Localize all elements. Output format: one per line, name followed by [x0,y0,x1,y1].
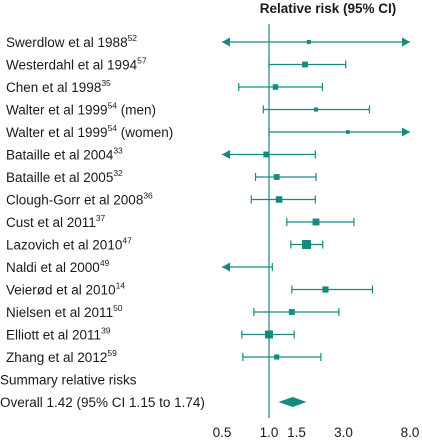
study-label: Clough-Gorr et al 200836 [6,191,153,208]
point-estimate [322,286,329,293]
x-tick-label: 1.5 [287,425,306,440]
study-label: Lazovich et al 201047 [6,236,132,253]
study-label: Westerdahl et al 199457 [6,56,147,73]
study-name: Swerdlow et al 1988 [6,35,128,50]
study-name: Walter et al 1999 [6,125,108,140]
point-estimate [274,354,280,360]
ci-arrow-right [402,127,410,137]
x-axis: 0.5 1.0 1.5 3.0 8.0 [213,425,420,440]
study-reference: 54 [108,101,118,111]
study-reference: 36 [143,191,153,201]
point-estimate [313,107,319,112]
x-tick-label: 1.0 [260,425,279,440]
study-label: Zhang et al 201259 [6,348,117,365]
study-name: Bataille et al 2005 [6,170,113,185]
study-reference: 52 [128,33,138,43]
study-name: Nielsen et al 2011 [6,305,113,320]
study-label: Bataille et al 200433 [6,146,123,163]
point-estimate [265,330,273,339]
study-name: Lazovich et al 2010 [6,238,122,253]
ci-arrow-left [222,37,230,47]
point-estimate [345,130,350,134]
study-label: Walter et al 199954 (women) [6,123,173,140]
study-label: Cust et al 201137 [6,213,106,230]
study-label: Elliott et al 201139 [6,326,111,343]
study-label: Chen et al 199835 [6,78,111,95]
study-name: Zhang et al 2012 [6,350,107,365]
x-tick-label: 3.0 [334,425,353,440]
point-estimate [272,84,279,90]
summary-heading: Summary relative risks [0,373,137,388]
study-name: Cust et al 2011 [6,215,96,230]
point-estimate [273,174,280,180]
study-reference: 14 [116,281,126,291]
study-rows: Swerdlow et al 198852 Westerdahl et al 19… [0,33,205,410]
study-name: Walter et al 1999 [6,103,108,118]
x-tick-label: 8.0 [401,425,420,440]
study-name: Westerdahl et al 1994 [6,58,138,73]
study-subgroup: (women) [117,125,173,140]
study-reference: 54 [108,123,118,133]
study-reference: 57 [137,56,147,66]
study-label: Walter et al 199954 (men) [6,101,156,118]
study-name: Elliott et al 2011 [6,328,101,343]
point-estimate [312,218,320,226]
study-reference: 50 [113,303,123,313]
study-reference: 33 [113,146,123,156]
study-label: Veierød et al 201014 [6,281,125,298]
study-label: Bataille et al 200532 [6,168,123,185]
study-reference: 32 [113,168,123,178]
study-name: Naldi et al 2000 [6,260,100,275]
study-name: Clough-Gorr et al 2008 [6,193,143,208]
study-label: Naldi et al 200049 [6,258,110,275]
point-estimate [302,61,308,68]
overall-label: Overall 1.42 (95% CI 1.15 to 1.74) [0,395,205,410]
study-reference: 49 [100,258,110,268]
study-name: Bataille et al 2004 [6,148,114,163]
x-tick-label: 0.5 [213,425,232,440]
chart-marks [222,24,410,418]
ci-arrow-left [222,262,230,272]
study-reference: 59 [107,348,117,358]
point-estimate [306,39,311,45]
study-label: Swerdlow et al 198852 [6,33,137,50]
ci-arrow-right [402,37,410,47]
ci-arrow-left [222,150,230,159]
study-reference: 35 [101,78,111,88]
study-reference: 37 [96,213,106,223]
point-estimate [288,309,295,315]
study-name: Veierød et al 2010 [6,283,116,298]
point-estimate [263,151,270,158]
study-label: Nielsen et al 201150 [6,303,123,320]
study-subgroup: (men) [117,103,156,118]
point-estimate [302,240,312,249]
study-name: Chen et al 1998 [6,80,101,95]
chart-header: Relative risk (95% CI) [260,1,397,16]
study-reference: 47 [122,236,132,246]
point-estimate [275,196,283,203]
overall-diamond [278,397,307,407]
study-reference: 39 [101,326,111,336]
